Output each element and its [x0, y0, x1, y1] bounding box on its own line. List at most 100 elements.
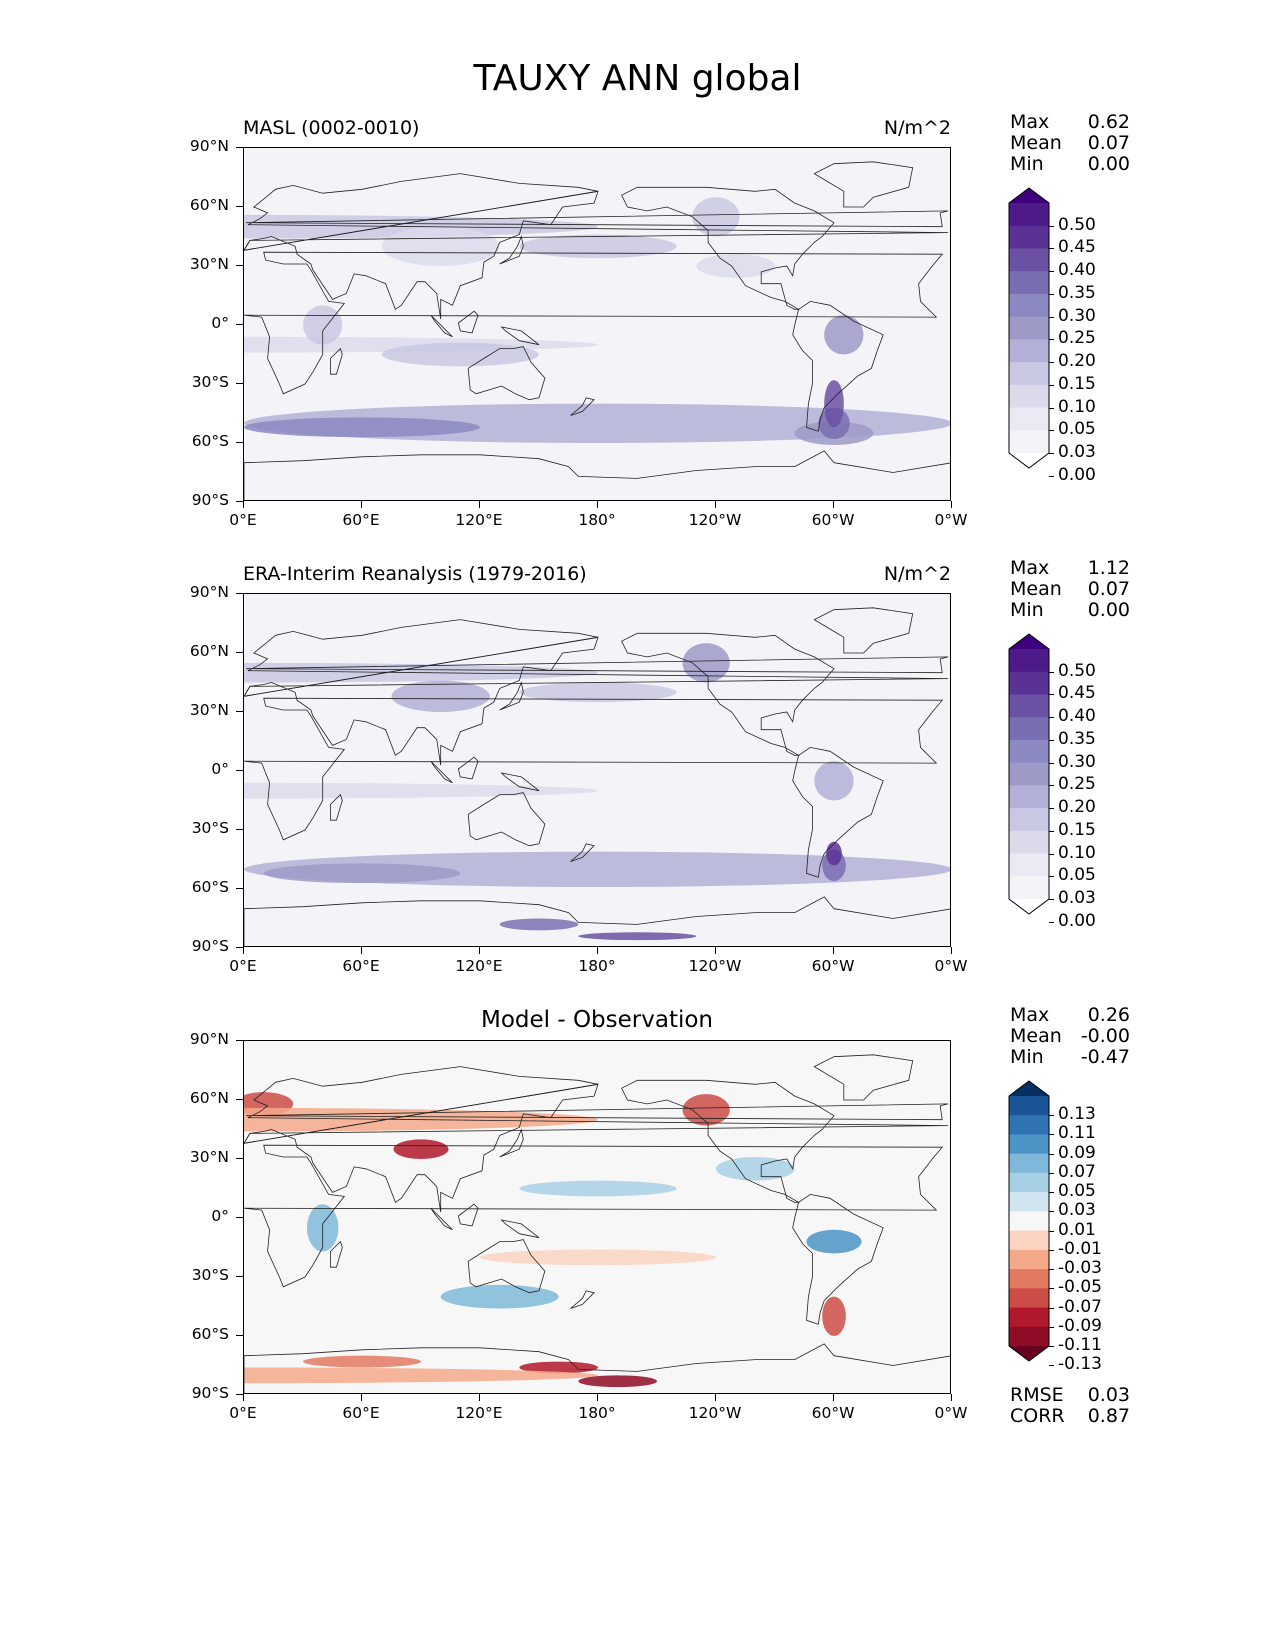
- colorbar-tick: [1049, 271, 1054, 273]
- lat-tick-label: 60°N: [189, 642, 229, 660]
- lon-tick-label: 0°W: [934, 511, 968, 529]
- colorbar-tick-label: 0.01: [1058, 1219, 1096, 1240]
- lon-tick: [597, 1394, 599, 1401]
- stat-min-label: Min: [1010, 153, 1044, 175]
- stat-mean-label: Mean: [1010, 578, 1062, 600]
- colorbar-band: [1009, 717, 1049, 741]
- panel-units: N/m^2: [883, 563, 951, 585]
- lon-tick: [951, 1394, 953, 1401]
- colorbar-tick-label: 0.20: [1058, 797, 1096, 818]
- coastline-png: [500, 1219, 540, 1239]
- colorbar-band: [1009, 1096, 1049, 1116]
- colorbar-band: [1009, 830, 1049, 855]
- colorbar-tick-label: 0.07: [1058, 1161, 1096, 1182]
- coastline-eurasia: [244, 1066, 949, 1144]
- lon-tick: [243, 947, 245, 954]
- colorbar-tick: [1049, 1192, 1054, 1194]
- colorbar-tick: [1049, 316, 1054, 318]
- coastline-africa: [244, 1144, 944, 1288]
- stat-min-value: -0.47: [1080, 1046, 1130, 1068]
- stat-max-value: 1.12: [1087, 557, 1130, 579]
- colorbar-tick-label: 0.20: [1058, 351, 1096, 372]
- colorbar-tick: [1049, 1288, 1054, 1290]
- colorbar-extend-max: [1009, 188, 1049, 203]
- colorbar-tick: [1049, 1346, 1054, 1347]
- colorbar-tick: [1049, 1211, 1054, 1213]
- colorbar-band: [1009, 762, 1049, 786]
- field-contour: [499, 918, 579, 931]
- lon-tick-label: 0°W: [934, 957, 968, 975]
- colorbar-band: [1009, 1153, 1049, 1174]
- colorbar-tick: [1049, 899, 1054, 900]
- stat-mean-value: 0.07: [1087, 132, 1130, 154]
- colorbar-tick-label: 0.25: [1058, 328, 1096, 349]
- stats-box: Max 0.62 Mean 0.07 Min 0.00: [1010, 111, 1130, 175]
- lon-tick-label: 120°W: [688, 957, 742, 975]
- stat-rmse-label: RMSE: [1010, 1384, 1064, 1406]
- field-contour: [381, 342, 539, 367]
- lat-tick: [236, 1099, 243, 1101]
- lon-tick: [951, 501, 953, 508]
- colorbar-tick-label: -0.11: [1058, 1335, 1102, 1355]
- lat-tick: [236, 501, 243, 503]
- colorbar-tick: [1049, 1230, 1054, 1232]
- lat-tick-label: 30°S: [191, 373, 229, 391]
- colorbar-tick: [1049, 1249, 1054, 1251]
- lon-tick: [715, 947, 717, 954]
- colorbar-tick: [1049, 1172, 1054, 1174]
- coastline-australia: [467, 346, 546, 401]
- colorbar-tick-label: 0.50: [1058, 214, 1096, 235]
- colorbar-tick-label: -0.01: [1058, 1238, 1102, 1259]
- colorbar-band: [1009, 1230, 1049, 1251]
- colorbar-tick-label: 0.13: [1058, 1104, 1096, 1125]
- lat-tick-label: 90°S: [191, 1384, 229, 1402]
- colorbar-band: [1009, 362, 1049, 386]
- field-contour: [391, 680, 490, 712]
- lon-tick: [715, 1394, 717, 1401]
- field-contour: [519, 1180, 677, 1197]
- field-contour: [682, 1094, 730, 1126]
- colorbar-tick: [1049, 339, 1054, 341]
- colorbar-tick: [1049, 762, 1054, 764]
- colorbar-tick-label: -0.09: [1058, 1315, 1102, 1336]
- colorbar-tick-label: -0.07: [1058, 1296, 1102, 1317]
- colorbar-band: [1009, 1211, 1049, 1232]
- coastline-uk: [245, 1103, 949, 1121]
- figure-title: TAUXY ANN global: [473, 58, 802, 99]
- colorbar-tick: [1049, 430, 1054, 432]
- stats-box: Max 1.12 Mean 0.07 Min 0.00: [1010, 557, 1130, 621]
- coastline-nz: [570, 1290, 595, 1309]
- lat-tick: [236, 1335, 243, 1337]
- colorbar-band: [1009, 316, 1049, 340]
- panel-title-left: ERA-Interim Reanalysis (1979-2016): [243, 563, 587, 585]
- lat-tick: [236, 888, 243, 890]
- lat-tick: [236, 383, 243, 385]
- panel-title-center: Model - Observation: [480, 1007, 714, 1033]
- coastline-sumatra: [430, 314, 453, 338]
- colorbar-tick: [1049, 248, 1054, 250]
- lat-tick: [236, 652, 243, 654]
- lon-tick-label: 0°W: [934, 1404, 968, 1422]
- stat-max-label: Max: [1010, 1004, 1050, 1026]
- panel-title-left: MASL (0002-0010): [243, 117, 420, 139]
- colorbar-band: [1009, 1288, 1049, 1309]
- field-contour: [578, 932, 697, 941]
- colorbar-tick-label: 0.45: [1058, 237, 1096, 258]
- colorbar-band: [1009, 1115, 1049, 1135]
- colorbar-band: [1009, 339, 1049, 363]
- field-contour: [826, 841, 842, 866]
- lat-tick: [236, 1040, 243, 1042]
- coastline-namerica: [621, 186, 835, 310]
- map-field: [244, 1041, 950, 1393]
- lat-tick: [236, 770, 243, 772]
- colorbar-band: [1009, 407, 1049, 431]
- stat-max-value: 0.62: [1087, 111, 1130, 133]
- colorbar-tick-label: 0.35: [1058, 282, 1096, 303]
- stat-min-label: Min: [1010, 1046, 1044, 1068]
- colorbar-extend-max: [1009, 1081, 1049, 1096]
- map-field: [244, 148, 950, 500]
- lon-tick: [833, 501, 835, 508]
- lat-tick: [236, 265, 243, 267]
- lon-tick-label: 0°E: [229, 511, 257, 529]
- colorbar-tick: [1049, 739, 1054, 741]
